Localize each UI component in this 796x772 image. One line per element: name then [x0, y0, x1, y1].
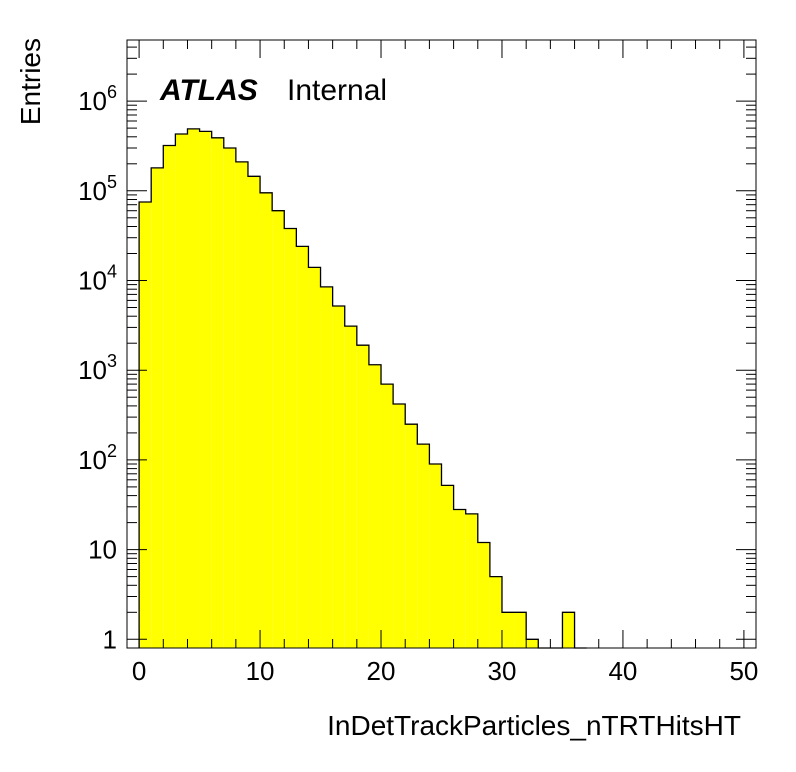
y-tick-label: 103	[78, 351, 117, 385]
x-axis-ticks	[138, 40, 745, 648]
x-tick-label: 50	[729, 656, 758, 686]
histogram-bar	[489, 576, 502, 648]
histogram-bar	[344, 326, 357, 648]
histogram-bar	[477, 542, 490, 648]
histogram-bar	[320, 286, 333, 648]
histogram-bar	[441, 485, 454, 648]
histogram-outline-path	[138, 128, 587, 649]
histogram-bar	[175, 133, 188, 648]
y-tick-label: 1	[103, 624, 117, 654]
y-tick-label: 106	[78, 82, 117, 116]
y-tick-label: 104	[78, 262, 117, 296]
histogram-bar	[296, 246, 309, 648]
x-tick-label: 40	[608, 656, 637, 686]
histogram-bar	[211, 137, 224, 648]
histogram-outline	[138, 128, 587, 649]
histogram-bar	[187, 128, 200, 648]
internal-label: Internal	[287, 74, 387, 107]
histogram-bar	[247, 176, 261, 649]
histogram-bar	[526, 639, 539, 648]
histogram-bar	[260, 192, 273, 649]
histogram-bar	[368, 364, 382, 648]
x-axis-tick-labels: 0 10 20 30 40 50	[132, 656, 759, 686]
histogram-bar	[465, 513, 478, 648]
x-tick-label: 10	[246, 656, 275, 686]
histogram-bar	[562, 612, 575, 648]
histogram-bar	[151, 167, 164, 648]
histogram-bar	[199, 131, 212, 649]
atlas-label: ATLAS	[159, 74, 258, 107]
histogram-bar	[139, 202, 152, 649]
x-axis-title: InDetTrackParticles_nTRTHitsHT	[327, 710, 741, 741]
x-tick-label: 20	[367, 656, 396, 686]
histogram-bar	[453, 509, 466, 648]
histogram-bars	[139, 128, 575, 649]
y-tick-label: 10	[88, 535, 117, 565]
y-axis-title: Entries	[15, 38, 46, 125]
histogram-bar	[429, 464, 442, 648]
histogram-bar	[272, 210, 285, 648]
histogram-bar	[235, 161, 248, 648]
plot-frame	[126, 39, 757, 649]
histogram-bar	[405, 424, 418, 648]
histogram-bar	[223, 148, 236, 649]
histogram-bar	[356, 345, 369, 648]
y-tick-label: 105	[78, 172, 117, 206]
histogram-bar	[284, 228, 297, 648]
histogram-bar	[308, 267, 321, 648]
histogram-bar	[332, 305, 345, 648]
histogram-bar	[381, 384, 394, 648]
x-tick-label: 0	[132, 656, 146, 686]
histogram-bar	[501, 612, 515, 648]
y-axis-tick-labels: 1 10 102 103 104 105 106	[78, 82, 117, 654]
histogram-bar	[393, 404, 406, 648]
x-tick-label: 30	[488, 656, 517, 686]
y-axis-ticks	[127, 46, 756, 640]
y-tick-label: 102	[78, 441, 117, 475]
histogram-bar	[417, 444, 430, 648]
histogram-bar	[514, 612, 527, 648]
histogram-bar	[163, 145, 176, 648]
